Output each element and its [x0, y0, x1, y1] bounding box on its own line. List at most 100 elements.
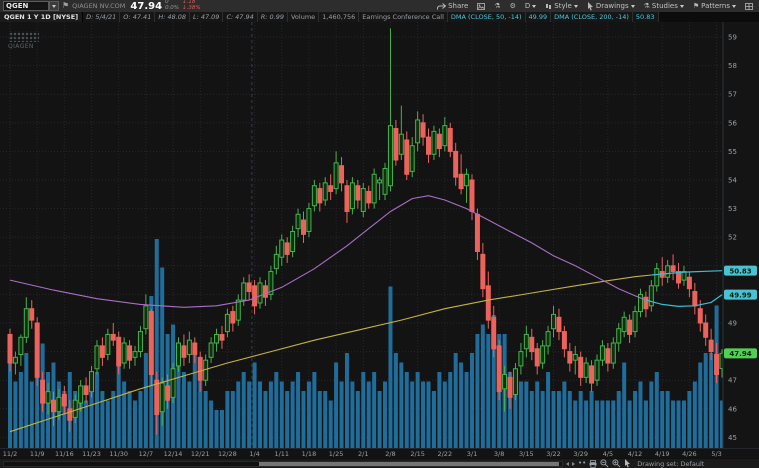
chart-area[interactable]: QIAGEN 45 46 47 49 52 53 54 55 56 57 58 59 50.83 49.9… [0, 22, 759, 448]
candle [670, 265, 676, 273]
candle [214, 333, 220, 344]
volume-bar [35, 334, 40, 448]
candle [616, 328, 622, 344]
volume-bar [258, 381, 263, 448]
volume-bar [703, 353, 708, 448]
candle [105, 333, 111, 355]
beaker-icon: ⚗ [494, 1, 501, 10]
zoom-in-icon [612, 459, 621, 468]
quick-study-button[interactable]: ⚗ [491, 1, 503, 10]
dma200-study-label[interactable]: DMA (CLOSE, 200, -14) [551, 12, 633, 22]
volume-bar [236, 381, 241, 448]
zoom-in-button[interactable] [612, 459, 621, 468]
chart-title[interactable]: QGEN 1 Y 1D [NYSE] [0, 12, 84, 22]
x-axis-label: 3/15 [519, 450, 534, 458]
candle [12, 356, 18, 364]
pan-right-button[interactable] [572, 461, 575, 466]
dma50-study-label[interactable]: DMA (CLOSE, 50, -14) [447, 12, 526, 22]
volume-bar [692, 381, 697, 448]
time-axis[interactable]: 11/2 11/9 11/16 11/23 11/30 12/7 12/14 12/21 12/… [0, 448, 759, 458]
price-axis-label: 53 [728, 205, 737, 213]
earnings-legend[interactable]: Earnings Conference Call [359, 12, 448, 22]
candle [534, 348, 540, 367]
x-axis-label: 2/22 [437, 450, 453, 458]
candle [512, 368, 518, 396]
scrollbar-thumb[interactable] [259, 461, 559, 466]
candle [703, 322, 709, 338]
volume-bar [393, 353, 398, 448]
volume-bar [323, 391, 328, 448]
candle [165, 385, 171, 401]
volume-bar [339, 381, 344, 448]
volume-bar [594, 400, 599, 448]
candle [154, 379, 160, 416]
flag-icon[interactable]: ⚑ [62, 1, 70, 10]
candle [708, 339, 714, 353]
candle [132, 351, 138, 358]
candle [355, 185, 361, 201]
volume-bar [344, 353, 349, 448]
volume-bar [643, 400, 648, 448]
volume-bar [268, 381, 273, 448]
zoom-out-button[interactable] [600, 459, 609, 468]
grid-layout-button[interactable] [742, 2, 756, 10]
candle [605, 348, 611, 364]
candle [665, 265, 671, 278]
volume-bar [421, 381, 426, 448]
x-axis-label: 2/8 [385, 450, 396, 458]
symbol-dropdown-button[interactable] [49, 1, 59, 11]
candle [442, 125, 448, 147]
aggregation-button[interactable]: D [522, 2, 539, 10]
candle [137, 331, 143, 353]
candle [230, 311, 236, 324]
candle [159, 382, 165, 413]
snapshot-button[interactable] [474, 2, 488, 10]
candle [78, 385, 84, 404]
session-change: 0 0.0% [165, 0, 179, 12]
more-options-button[interactable]: •• [578, 459, 587, 467]
pointer-mode-button[interactable] [624, 459, 631, 468]
volume-bar [225, 391, 230, 448]
volume-bar [290, 381, 295, 448]
dma200-study-value: 50.83 [632, 12, 659, 22]
style-button[interactable]: Style [542, 2, 581, 10]
volume-bar [116, 362, 121, 448]
volume-bar [399, 362, 404, 448]
volume-bar [252, 362, 257, 448]
volume-bar [241, 372, 246, 448]
candle [507, 376, 513, 398]
volume-bar [475, 334, 480, 448]
x-axis-label: 1/11 [274, 450, 290, 458]
volume-bar [616, 391, 621, 448]
printer-icon [589, 459, 597, 468]
zoom-out-icon [600, 459, 609, 468]
volume-study-label[interactable]: Volume [287, 12, 320, 22]
price-axis[interactable] [723, 22, 759, 448]
chevron-down-icon [573, 4, 578, 8]
volume-bar [18, 372, 23, 448]
price-axis-label: 49 [728, 320, 737, 328]
svg-text:49.99: 49.99 [729, 291, 751, 299]
chart-scrollbar[interactable] [3, 460, 563, 467]
pan-left-button[interactable] [566, 461, 569, 466]
volume-bar [154, 239, 159, 448]
print-button[interactable] [589, 459, 597, 468]
share-button[interactable]: Share [434, 2, 471, 10]
candle [474, 213, 480, 253]
drawing-set-label[interactable]: Drawing set: Default [637, 459, 705, 468]
candle [344, 185, 350, 212]
candle [72, 399, 78, 418]
studies-button[interactable]: ⚗ Studies [641, 2, 687, 10]
volume-bar [105, 400, 110, 448]
patterns-button[interactable]: ⚑ Patterns [690, 2, 739, 10]
chart-settings-button[interactable]: ⚙ [507, 2, 519, 10]
price-badge [724, 348, 757, 359]
volume-bar [546, 372, 551, 448]
price-axis-label: 46 [728, 405, 737, 413]
symbol-input[interactable]: QGEN [3, 1, 49, 11]
candle [170, 368, 176, 398]
drawings-button[interactable]: Drawings [584, 1, 638, 11]
x-axis-label: 3/22 [546, 450, 561, 458]
chart-canvas[interactable]: 45 46 47 49 52 53 54 55 56 57 58 59 50.83 49.99 47.94 [0, 22, 759, 448]
qiagen-watermark: QIAGEN [8, 31, 39, 50]
